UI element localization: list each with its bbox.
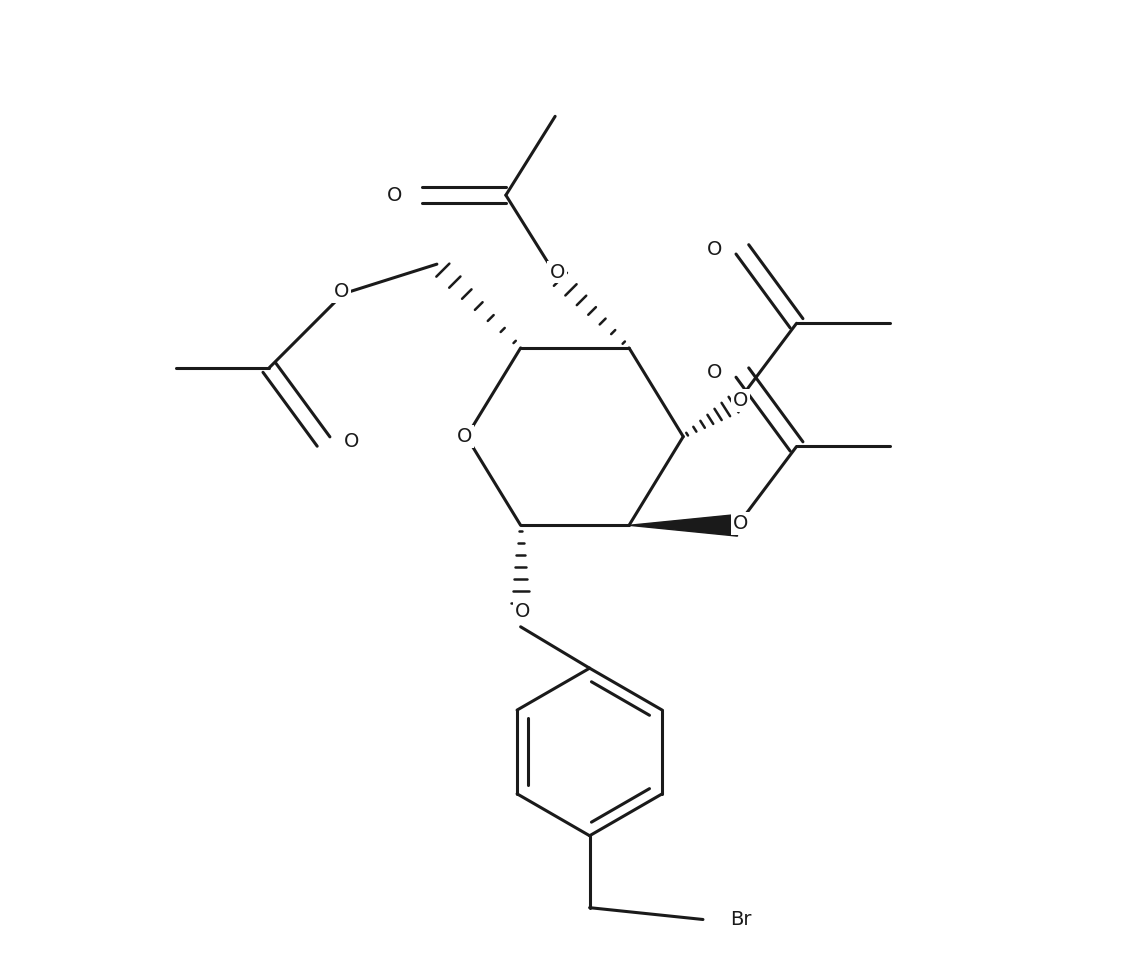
Text: Br: Br [730, 910, 751, 929]
Text: O: O [549, 263, 565, 281]
Text: O: O [334, 282, 349, 301]
Text: O: O [733, 391, 748, 410]
Text: O: O [343, 432, 359, 451]
Text: O: O [707, 240, 722, 259]
Text: O: O [707, 363, 722, 382]
Text: O: O [514, 601, 530, 620]
Polygon shape [629, 514, 738, 536]
Text: O: O [457, 427, 473, 446]
Text: O: O [387, 185, 403, 205]
Text: O: O [733, 513, 748, 532]
